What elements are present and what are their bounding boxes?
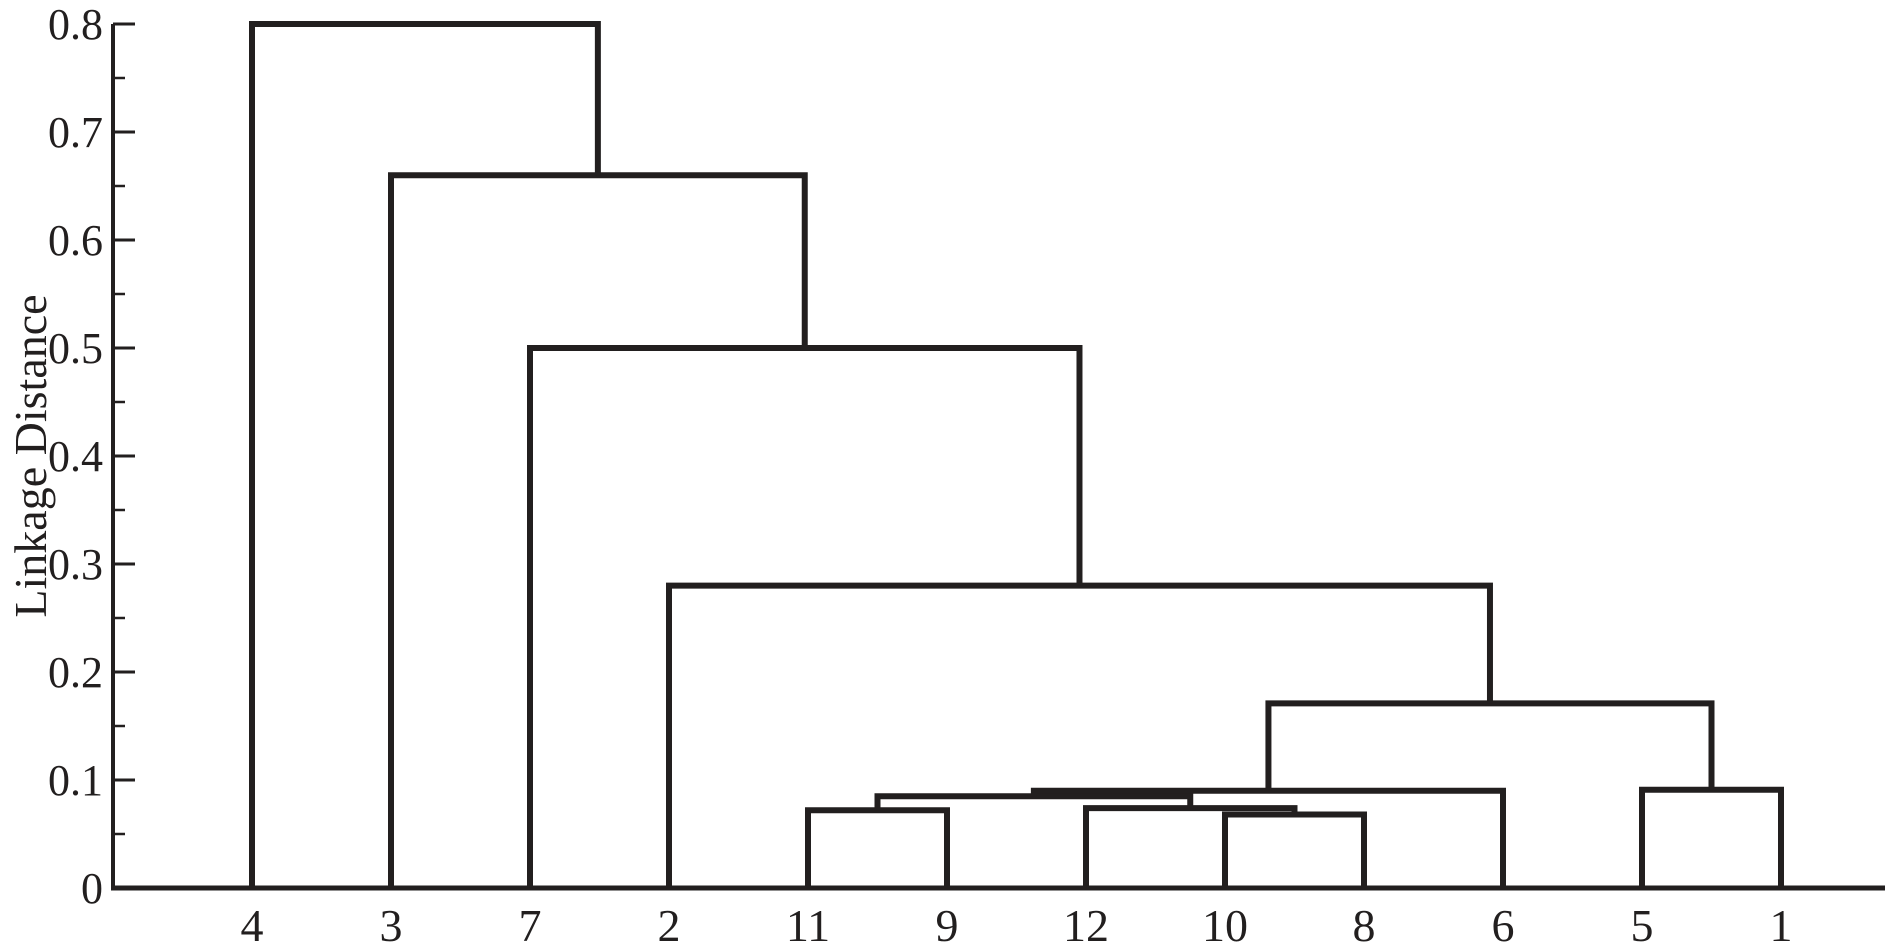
merge-link <box>1083 805 1298 888</box>
leaf-label: 4 <box>241 900 264 946</box>
leaf-label: 2 <box>658 900 681 946</box>
leaf-label: 8 <box>1353 900 1376 946</box>
y-tick-label: 0.1 <box>48 756 103 805</box>
merge-link <box>388 172 808 888</box>
leaf-label: 9 <box>936 900 959 946</box>
merge-link <box>1265 700 1715 791</box>
y-axis-title: Linkage Distance <box>5 294 56 618</box>
y-tick-label: 0.2 <box>48 648 103 697</box>
leaf-label: 5 <box>1631 900 1654 946</box>
merge-link <box>1222 811 1367 888</box>
leaf-label: 11 <box>786 900 830 946</box>
leaf-label: 7 <box>519 900 542 946</box>
leaf-label: 1 <box>1770 900 1793 946</box>
merge-link <box>805 807 950 888</box>
y-tick-label: 0 <box>81 864 103 913</box>
leaf-label: 6 <box>1492 900 1515 946</box>
y-tick-label: 0.8 <box>48 0 103 49</box>
y-tick-label: 0.7 <box>48 108 103 157</box>
y-tick-label: 0.3 <box>48 540 103 589</box>
merge-link <box>249 21 601 888</box>
leaf-label: 12 <box>1063 900 1109 946</box>
leaf-label: 3 <box>380 900 403 946</box>
leaf-label: 10 <box>1202 900 1248 946</box>
y-tick-label: 0.4 <box>48 432 103 481</box>
merge-link <box>527 345 1083 888</box>
y-tick-label: 0.6 <box>48 216 103 265</box>
y-tick-label: 0.5 <box>48 324 103 373</box>
merge-link <box>1639 786 1784 888</box>
